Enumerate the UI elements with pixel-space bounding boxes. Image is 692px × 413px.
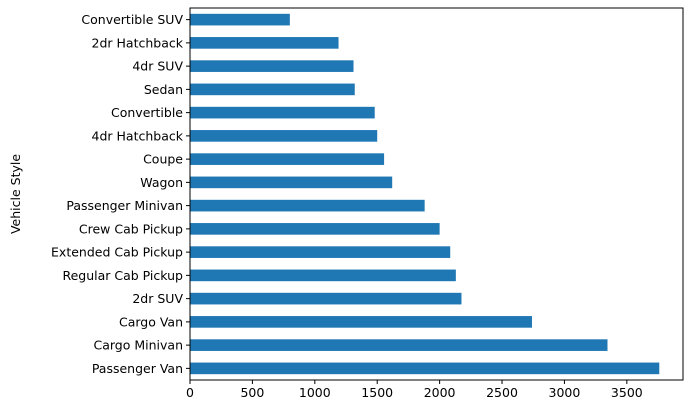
bar-crew-cab-pickup: [190, 223, 440, 235]
bar-extended-cab-pickup: [190, 246, 451, 258]
x-tick-label: 3000: [549, 385, 581, 400]
bar-passenger-van: [190, 362, 660, 375]
y-tick-label: Passenger Van: [92, 361, 183, 376]
bar-cargo-minivan: [190, 339, 608, 351]
y-tick-label: 4dr SUV: [132, 59, 183, 74]
y-tick-label: Convertible: [111, 105, 183, 120]
bar-wagon: [190, 176, 393, 189]
y-tick-label: Crew Cab Pickup: [79, 221, 183, 236]
bar-cargo-van: [190, 316, 532, 328]
x-tick-label: 3500: [611, 385, 643, 400]
y-tick-label: Wagon: [140, 175, 183, 190]
y-tick-label: Extended Cab Pickup: [51, 245, 183, 260]
x-ticks-group: 0 500 1000 1500 2000 2500 3000 3500: [186, 380, 643, 400]
bar-4dr-hatchback: [190, 130, 378, 142]
y-tick-label: Cargo Minivan: [94, 338, 184, 353]
y-tick-label: Cargo Van: [119, 314, 183, 329]
y-tick-label: Coupe: [143, 152, 183, 167]
bar-4dr-suv: [190, 60, 354, 72]
y-tick-label: Sedan: [144, 82, 183, 97]
bar-2dr-hatchback: [190, 37, 339, 49]
x-tick-label: 1000: [299, 385, 331, 400]
bar-convertible-suv: [190, 13, 290, 26]
bar-sedan: [190, 83, 355, 96]
x-tick-label: 1500: [361, 385, 393, 400]
y-tick-label: Regular Cab Pickup: [62, 268, 183, 283]
bars-group: [190, 13, 660, 375]
bar-coupe: [190, 153, 385, 165]
x-tick-label: 2000: [424, 385, 456, 400]
axes-frame: [189, 7, 684, 381]
y-ticks-group: Passenger Van Cargo Minivan Cargo Van 2dr S…: [51, 12, 190, 376]
y-tick-label: 2dr SUV: [132, 291, 183, 306]
y-tick-label: 4dr Hatchback: [92, 128, 184, 143]
y-axis-label: Vehicle Style: [8, 154, 23, 234]
x-tick-label: 0: [186, 385, 194, 400]
bar-passenger-minivan: [190, 199, 425, 212]
bar-2dr-suv: [190, 292, 462, 305]
bar-regular-cab-pickup: [190, 269, 456, 282]
y-tick-label: Convertible SUV: [81, 12, 183, 27]
y-tick-label: 2dr Hatchback: [92, 35, 184, 50]
bar-convertible: [190, 106, 375, 119]
x-tick-label: 500: [240, 385, 264, 400]
y-tick-label: Passenger Minivan: [66, 198, 183, 213]
x-tick-label: 2500: [486, 385, 518, 400]
